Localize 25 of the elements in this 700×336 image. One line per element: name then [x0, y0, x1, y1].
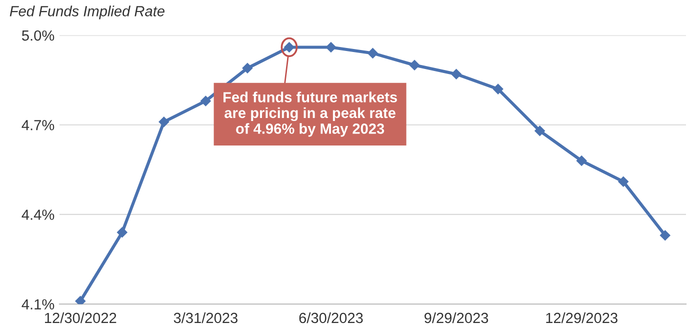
- x-tick-label: 12/30/2022: [45, 312, 116, 324]
- x-tick-label: 12/29/2023: [546, 312, 618, 324]
- point: [200, 96, 211, 106]
- y-tick-label: 5.0%: [22, 30, 54, 41]
- point: [534, 126, 545, 136]
- point: [576, 156, 587, 166]
- point: [326, 42, 336, 52]
- point: [158, 116, 170, 128]
- point: [660, 230, 670, 240]
- y-tick-label: 4.4%: [22, 210, 54, 220]
- x-tick-label: 6/30/2023: [299, 312, 363, 324]
- y-tick-label: 4.7%: [22, 120, 54, 130]
- point: [117, 227, 128, 238]
- point: [492, 84, 504, 94]
- point: [75, 296, 86, 304]
- x-tick-label: 9/29/2023: [424, 312, 488, 324]
- x-tick-label: 3/31/2023: [174, 312, 238, 324]
- point: [451, 68, 462, 80]
- y-tick-label: 4.1%: [22, 299, 54, 310]
- annotation: Fed funds future markets are pricing in a peak rate of 4.96% by May 2023: [224, 92, 397, 137]
- point: [242, 63, 253, 74]
- point: [368, 48, 378, 58]
- point: [618, 176, 628, 187]
- point: [409, 60, 420, 70]
- chart-title: Fed Funds Implied Rate: [10, 6, 164, 20]
